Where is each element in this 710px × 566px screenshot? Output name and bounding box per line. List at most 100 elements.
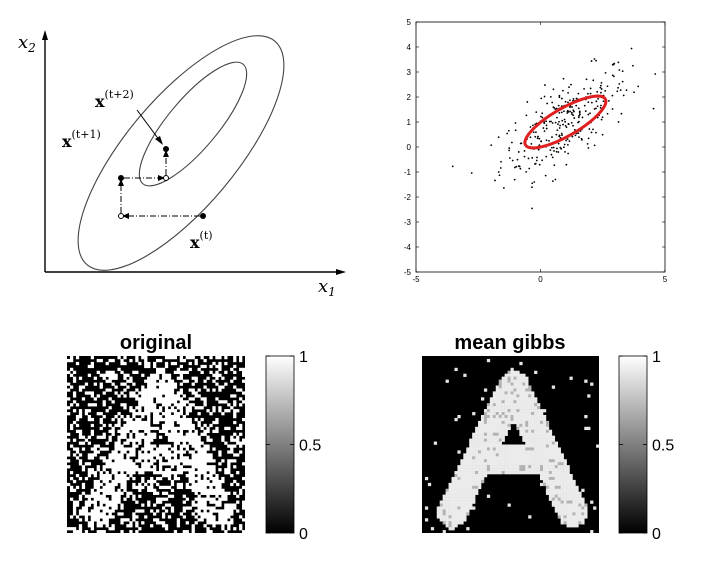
image-pixel (200, 515, 204, 519)
image-pixel (90, 417, 94, 422)
image-pixel (153, 432, 157, 436)
image-pixel (153, 420, 157, 425)
scatter-point (577, 107, 580, 110)
scatter-point (556, 147, 558, 150)
image-pixel (90, 500, 94, 504)
image-pixel (563, 476, 567, 481)
image-pixel (87, 441, 92, 445)
image-pixel (117, 474, 121, 478)
image-pixel (158, 450, 163, 454)
image-pixel (475, 441, 479, 445)
scatter-point (549, 149, 552, 151)
image-pixel (451, 479, 455, 484)
image-pixel (126, 518, 130, 522)
scatter-point (536, 156, 538, 159)
image-pixel (191, 468, 195, 472)
image-pixel (203, 397, 207, 401)
image-pixel (132, 429, 136, 433)
image-pixel (540, 409, 544, 413)
scatter-point (514, 129, 517, 132)
image-pixel (233, 444, 237, 448)
image-pixel (75, 450, 80, 454)
image-pixel (141, 468, 145, 472)
image-pixel (141, 476, 145, 481)
image-pixel (542, 441, 547, 445)
image-pixel (551, 488, 556, 492)
image-pixel (242, 485, 246, 490)
image-pixel (206, 388, 210, 392)
scatter-point (551, 156, 554, 159)
image-pixel (188, 423, 192, 428)
image-pixel (179, 450, 183, 454)
image-pixel (522, 453, 526, 457)
image-pixel (93, 471, 97, 475)
scatter-point (572, 114, 575, 117)
scatter-point (573, 117, 576, 119)
image-pixel (197, 420, 201, 425)
image-pixel (164, 412, 169, 416)
scatter-point (494, 179, 496, 182)
image-pixel (120, 426, 124, 431)
image-pixel (531, 444, 535, 448)
image-pixel (516, 456, 520, 460)
image-pixel (548, 482, 553, 487)
image-pixel (534, 450, 538, 454)
image-pixel (466, 494, 470, 498)
image-pixel (492, 450, 497, 454)
image-pixel (504, 423, 508, 428)
image-pixel (170, 406, 175, 410)
image-pixel (525, 403, 529, 407)
image-pixel (472, 432, 476, 436)
image-pixel (516, 426, 520, 431)
image-pixel (519, 456, 523, 460)
image-pixel (451, 518, 455, 522)
image-pixel (188, 409, 192, 413)
image-pixel (173, 415, 178, 419)
image-pixel (67, 382, 71, 386)
image-pixel (534, 432, 538, 436)
image-pixel (475, 447, 479, 451)
image-pixel (182, 459, 186, 463)
image-pixel (90, 432, 94, 436)
image-pixel (135, 417, 139, 422)
image-pixel (542, 417, 547, 422)
image-pixel (540, 468, 544, 472)
image-pixel (102, 491, 106, 495)
image-pixel (584, 379, 588, 383)
image-pixel (218, 385, 222, 389)
image-pixel (551, 476, 556, 481)
image-pixel (545, 491, 550, 495)
image-pixel (472, 459, 476, 463)
scatter-point (558, 120, 560, 123)
image-pixel (135, 420, 139, 425)
image-pixel (540, 432, 544, 436)
image-pixel (147, 417, 151, 422)
image-pixel (96, 482, 100, 487)
image-pixel (557, 456, 561, 460)
image-pixel (495, 403, 499, 407)
image-pixel (454, 494, 458, 498)
image-pixel (504, 400, 508, 404)
image-pixel (495, 388, 499, 392)
image-pixel (161, 497, 166, 501)
image-pixel (147, 409, 151, 413)
image-pixel (206, 468, 210, 472)
scatter-point (526, 101, 529, 103)
scatter-point (545, 139, 548, 142)
image-pixel (108, 429, 112, 433)
image-pixel (108, 406, 112, 410)
image-pixel (105, 479, 109, 484)
image-pixel (72, 453, 77, 457)
image-pixel (540, 412, 544, 416)
image-pixel (569, 494, 573, 498)
scatter-point (575, 104, 578, 107)
image-pixel (191, 474, 195, 478)
image-pixel (191, 438, 195, 442)
image-pixel (528, 435, 532, 439)
image-pixel (150, 409, 154, 413)
image-pixel (102, 415, 106, 419)
image-pixel (495, 444, 499, 448)
image-pixel (218, 497, 222, 501)
image-pixel (513, 420, 517, 425)
